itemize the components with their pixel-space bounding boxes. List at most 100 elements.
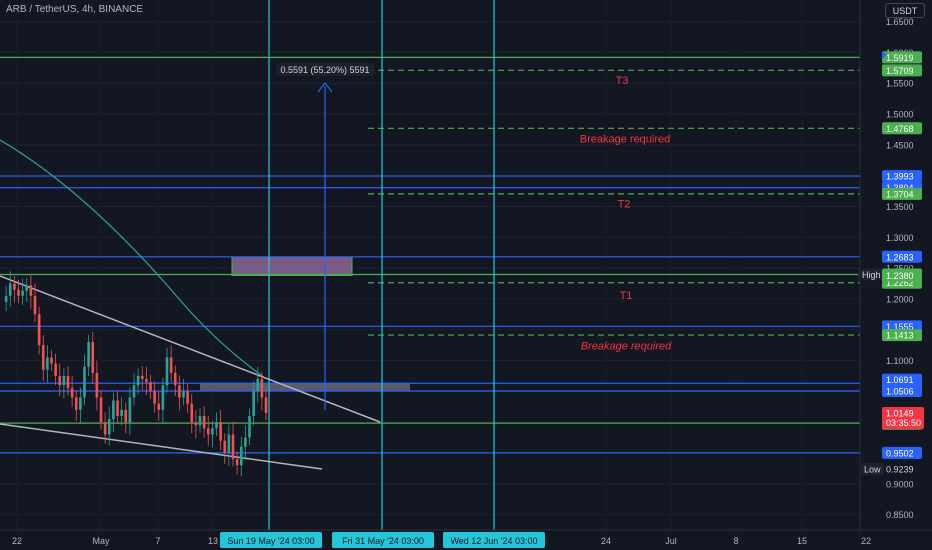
x-tick-label: 13 — [208, 536, 218, 546]
current-price-value: 1.0149 — [886, 408, 914, 418]
x-tick-label: 15 — [797, 536, 807, 546]
candle-body — [211, 428, 214, 435]
low-value: 0.9239 — [886, 465, 914, 475]
candle-body — [70, 388, 74, 398]
target-level-badge-text: 1.4768 — [886, 124, 914, 134]
annotation-label: Breakage required — [580, 133, 671, 145]
measure-label-bg — [276, 63, 374, 76]
candle-body — [66, 375, 70, 389]
candle-body — [173, 372, 177, 386]
target-level-badge-text: 1.2262 — [886, 278, 914, 288]
x-tick-label: 22 — [12, 536, 22, 546]
candle-body — [112, 400, 115, 420]
wedge-upper-line — [0, 275, 381, 423]
candle-body — [95, 372, 99, 398]
candle-body — [182, 391, 185, 398]
target-level-badge-text: 1.5709 — [886, 66, 914, 76]
candle-body — [256, 379, 260, 392]
annotation-label: T3 — [616, 75, 629, 87]
candle-body — [223, 440, 227, 453]
currency-button[interactable]: USDT — [885, 3, 925, 18]
annotation-label: T1 — [620, 290, 633, 302]
price-level-badge — [882, 446, 922, 459]
candle-body — [140, 375, 144, 380]
candle-body — [219, 422, 222, 441]
candle-body — [120, 409, 123, 416]
candle-body — [79, 397, 82, 410]
current-price-countdown: 03:35:50 — [886, 418, 921, 428]
candle-body — [74, 397, 78, 410]
y-tick-label: 1.3500 — [886, 202, 914, 212]
time-axis-ticks: 22 May 7 13 24 Jul 8 15 22 Sun 19 May '24 03:00 Fr… — [12, 532, 871, 548]
price-level-lines — [0, 56, 860, 454]
candle-body — [103, 422, 107, 435]
axis-badge-text: 1.2380 — [886, 271, 914, 281]
y-tick-label: 1.2000 — [886, 294, 914, 304]
date-marker-label-bg — [443, 532, 545, 548]
candle-body — [99, 397, 103, 423]
high-label-bg — [858, 268, 882, 281]
candle-body — [4, 295, 8, 302]
x-tick-label: Jul — [665, 536, 677, 546]
candle-body — [244, 437, 247, 447]
candle-body — [169, 357, 173, 373]
candle-body — [231, 434, 235, 460]
wedge-lower-line — [0, 423, 323, 470]
price-level-badge-text: 1.0506 — [886, 386, 914, 396]
date-marker-lines — [268, 0, 495, 530]
candle-body — [153, 391, 156, 404]
candle-body — [161, 385, 165, 410]
y-tick-label: 1.4500 — [886, 140, 914, 150]
candle-body — [239, 446, 243, 466]
price-level-badge — [882, 384, 922, 397]
low-label: Low — [864, 465, 881, 475]
high-label: High — [862, 270, 881, 280]
candle-body — [260, 379, 264, 398]
date-marker-label: Fri 31 May '24 03:00 — [342, 536, 424, 546]
date-marker-label: Sun 19 May '24 03:00 — [227, 536, 314, 546]
price-level-badge — [882, 170, 922, 183]
y-tick-label: 1.5500 — [886, 79, 914, 89]
candle-body — [186, 391, 189, 404]
x-tick-label: 7 — [155, 536, 160, 546]
candle-body — [25, 285, 29, 291]
candle-body — [17, 289, 20, 296]
y-tick-label: 1.5000 — [886, 110, 914, 120]
price-level-badge-text: 1.3993 — [886, 172, 914, 182]
price-axis[interactable] — [860, 0, 932, 530]
axis-badge-text: 1.0691 — [886, 375, 914, 385]
candle-body — [194, 422, 198, 426]
x-tick-label: 22 — [861, 536, 871, 546]
candle-body — [8, 283, 12, 296]
y-tick-label: 1.3000 — [886, 233, 914, 243]
candle-body — [215, 422, 218, 429]
scroll-indicator-icon — [882, 51, 887, 59]
candle-body — [157, 403, 161, 410]
candle-body — [41, 345, 45, 370]
price-level-badge-text: 0.9502 — [886, 448, 914, 458]
grid — [0, 21, 860, 516]
candle-body — [149, 382, 152, 392]
axis-badge — [882, 373, 922, 386]
target-level-badge — [882, 329, 922, 342]
x-tick-label: May — [92, 536, 110, 546]
candles — [4, 271, 268, 477]
annotation-label: T2 — [618, 198, 631, 210]
candle-body — [62, 375, 66, 386]
chart-title: ARB / TetherUS, 4h, BINANCE — [6, 4, 144, 15]
target-level-badge — [882, 187, 922, 200]
measure-arrow-head — [317, 82, 333, 93]
price-level-badge-text: 1.2683 — [886, 252, 914, 262]
candle-body — [87, 342, 90, 367]
date-marker-label: Wed 12 Jun '24 03:00 — [450, 536, 537, 546]
target-level-badge-text: 1.3704 — [886, 189, 914, 199]
candle-body — [132, 385, 136, 398]
target-level-badge — [882, 122, 922, 135]
x-tick-label: 24 — [601, 536, 611, 546]
axis-badge — [882, 269, 922, 282]
candle-body — [145, 379, 148, 383]
price-level-badge-text: 1.1555 — [886, 322, 914, 332]
candle-body — [227, 434, 231, 453]
candle-body — [37, 314, 41, 346]
